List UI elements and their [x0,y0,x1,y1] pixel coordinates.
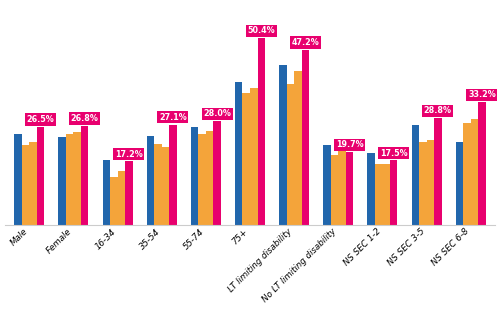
Bar [30,142,37,225]
Bar [37,127,44,225]
Bar [390,160,398,225]
Bar [258,38,265,225]
Bar [110,177,118,225]
Text: 28.0%: 28.0% [203,109,231,118]
Text: 28.8%: 28.8% [424,107,452,116]
Bar [412,125,419,225]
Bar [146,136,154,225]
Bar [66,134,74,225]
Text: 26.8%: 26.8% [70,114,99,123]
Bar [162,147,169,225]
Text: 17.2%: 17.2% [115,150,142,159]
Bar [302,50,309,225]
Bar [375,164,382,225]
Bar [368,153,375,225]
Bar [470,119,478,225]
Bar [81,126,88,225]
Bar [294,71,302,225]
Bar [331,155,338,225]
Bar [242,93,250,225]
Bar [286,84,294,225]
Text: 19.7%: 19.7% [336,140,363,149]
Bar [478,102,486,225]
Bar [14,134,22,225]
Bar [250,88,258,225]
Bar [125,161,132,225]
Bar [214,121,221,225]
Bar [426,140,434,225]
Bar [235,82,242,225]
Bar [169,125,176,225]
Bar [198,134,206,225]
Bar [118,171,125,225]
Bar [346,152,354,225]
Bar [74,132,81,225]
Bar [324,146,331,225]
Bar [279,65,286,225]
Bar [456,142,463,225]
Bar [191,127,198,225]
Text: 17.5%: 17.5% [380,148,407,157]
Bar [382,164,390,225]
Bar [434,118,442,225]
Text: 26.5%: 26.5% [26,115,54,124]
Bar [338,147,346,225]
Text: 47.2%: 47.2% [292,38,320,47]
Bar [22,146,30,225]
Bar [206,130,214,225]
Bar [463,123,470,225]
Bar [419,142,426,225]
Text: 27.1%: 27.1% [159,113,187,122]
Bar [154,144,162,225]
Text: 33.2%: 33.2% [468,90,496,99]
Text: 50.4%: 50.4% [248,26,275,35]
Bar [58,137,66,225]
Bar [102,160,110,225]
